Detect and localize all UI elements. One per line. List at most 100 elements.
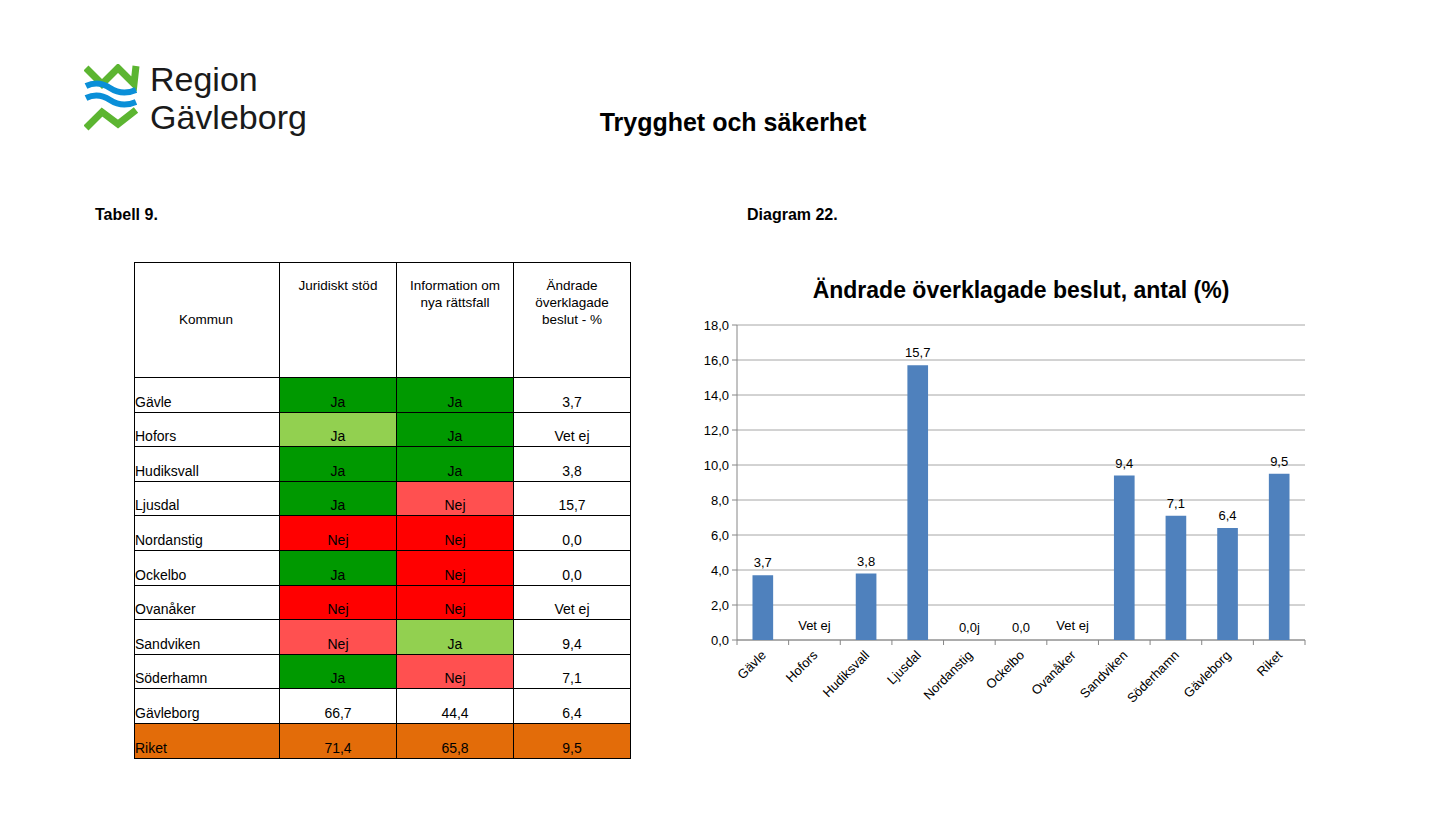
y-tick-label: 18,0 — [704, 318, 729, 333]
table-cell: 9,5 — [514, 723, 631, 758]
grid-line — [737, 325, 1305, 326]
table-cell: 44,4 — [397, 689, 514, 724]
table-cell: 9,4 — [514, 620, 631, 655]
y-tick — [732, 395, 737, 396]
header-cell: Juridiskt stöd — [280, 263, 397, 378]
logo-wave — [86, 83, 136, 92]
y-tick — [732, 430, 737, 431]
table-cell: Vet ej — [514, 412, 631, 447]
y-tick-label: 14,0 — [704, 388, 729, 403]
x-tick — [1253, 640, 1254, 645]
bar — [1217, 528, 1238, 640]
table-cell: Ja — [397, 620, 514, 655]
data-label: 7,1 — [1167, 496, 1185, 511]
x-tick — [1046, 640, 1047, 645]
table-cell: Ljusdal — [135, 481, 280, 516]
grid-line — [737, 465, 1305, 466]
bars — [752, 365, 1289, 640]
data-label: Vet ej — [798, 618, 831, 633]
logo-wave — [86, 95, 136, 104]
chart-title: Ändrade överklagade beslut, antal (%) — [813, 277, 1230, 303]
table-cell: 71,4 — [280, 723, 397, 758]
y-tick — [732, 605, 737, 606]
table-cell: Nej — [397, 516, 514, 551]
table-cell: Nej — [397, 585, 514, 620]
data-label: 3,8 — [857, 554, 875, 569]
table-cell: Hudiksvall — [135, 447, 280, 482]
x-tick — [1305, 640, 1306, 645]
data-label: 15,7 — [905, 345, 930, 360]
data-label: 6,4 — [1219, 508, 1237, 523]
x-tick — [995, 640, 996, 645]
y-tick-label: 2,0 — [711, 598, 729, 613]
table-cell: Ja — [280, 412, 397, 447]
y-tick-label: 0,0 — [711, 633, 729, 648]
grid-line — [737, 430, 1305, 431]
y-tick-label: 4,0 — [711, 563, 729, 578]
table-cell: Vet ej — [514, 585, 631, 620]
table-cell: Nej — [280, 585, 397, 620]
table-caption: Tabell 9. — [95, 206, 158, 224]
table-cell: 15,7 — [514, 481, 631, 516]
grid-line — [737, 360, 1305, 361]
table-cell: Gävleborg — [135, 689, 280, 724]
table-cell: 66,7 — [280, 689, 397, 724]
bar — [907, 365, 928, 640]
y-tick-label: 8,0 — [711, 493, 729, 508]
grid-line — [737, 500, 1305, 501]
x-tick — [1098, 640, 1099, 645]
logo-mark — [84, 64, 154, 134]
table-cell: Ja — [397, 447, 514, 482]
y-tick — [732, 570, 737, 571]
table-cell: 65,8 — [397, 723, 514, 758]
x-tick — [737, 640, 738, 645]
table-cell: Riket — [135, 723, 280, 758]
logo-chevron — [86, 110, 136, 128]
header-cell: Kommun — [135, 263, 280, 378]
table-cell: Nej — [397, 654, 514, 689]
table-cell: Sandviken — [135, 620, 280, 655]
data-label: 0,0 — [1012, 620, 1030, 635]
table-cell: Söderhamn — [135, 654, 280, 689]
y-tick — [732, 500, 737, 501]
y-tick — [732, 640, 737, 641]
table-cell: Nej — [397, 550, 514, 585]
data-label: 3,7 — [754, 555, 772, 570]
y-tick — [732, 465, 737, 466]
table-cell: Ja — [280, 654, 397, 689]
table-cell: 0,0 — [514, 516, 631, 551]
table-cell: Nej — [280, 620, 397, 655]
x-tick-label: Hudiksvall — [820, 647, 873, 700]
x-tick — [1150, 640, 1151, 645]
x-tick — [840, 640, 841, 645]
bar — [959, 640, 980, 641]
grid-line — [737, 395, 1305, 396]
x-tick-label: Nordanstig — [920, 648, 975, 703]
table-cell: 7,1 — [514, 654, 631, 689]
bar — [752, 575, 773, 640]
chart-caption: Diagram 22. — [747, 206, 838, 224]
bar — [1114, 476, 1135, 641]
bar — [1269, 474, 1290, 640]
header-cell: Information om nya rättsfall — [397, 263, 514, 378]
x-tick-label: Söderhamn — [1124, 648, 1182, 706]
table-cell: 6,4 — [514, 689, 631, 724]
data-label: 9,5 — [1270, 454, 1288, 469]
table-cell: Ja — [280, 550, 397, 585]
x-tick — [943, 640, 944, 645]
x-tick-label: Gävleborg — [1181, 648, 1234, 701]
table-cell: Nordanstig — [135, 516, 280, 551]
table-cell: Ja — [397, 412, 514, 447]
x-tick — [891, 640, 892, 645]
table-cell: 0,0 — [514, 550, 631, 585]
table-cell: Ja — [397, 378, 514, 413]
x-tick-label: Ljusdal — [884, 647, 924, 687]
bar — [1166, 516, 1187, 640]
logo-text: Gävleborg — [150, 98, 307, 136]
y-tick-label: 10,0 — [704, 458, 729, 473]
logo-text: Region — [150, 60, 258, 98]
header-cell: Ändrade överklagade beslut - % — [514, 263, 631, 378]
table-cell: Ja — [280, 481, 397, 516]
x-tick-label: Gävle — [734, 648, 769, 683]
x-tick-label: Sandviken — [1077, 648, 1131, 702]
